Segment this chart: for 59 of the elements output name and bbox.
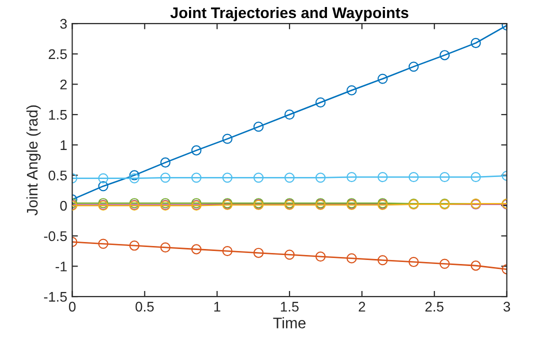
point [253, 248, 264, 258]
point [98, 173, 108, 184]
point [470, 260, 481, 271]
x-tick-label: 2.5 [425, 302, 444, 312]
y-tick-label: 2.5 [48, 49, 67, 60]
y-tick-label: 0.5 [48, 170, 67, 180]
y-tick-label: -1 [56, 262, 67, 272]
point [160, 172, 170, 183]
point [346, 85, 357, 96]
y-tick-label: -0.5 [44, 231, 67, 242]
y-axis-title: Joint Angle (rad) [26, 105, 41, 216]
point [284, 110, 295, 120]
point [222, 246, 232, 256]
y-tick-label: 1 [60, 140, 67, 150]
x-tick-label: 1 [214, 302, 220, 312]
point [408, 172, 419, 182]
y-tick-label: 3 [60, 18, 67, 29]
point [160, 242, 170, 252]
chart-title: Joint Trajectories and Waypoints [170, 6, 408, 22]
point [253, 122, 264, 132]
point [378, 172, 388, 182]
point [98, 238, 108, 249]
y-tick-label: -1.5 [44, 292, 67, 302]
point [315, 172, 326, 183]
y-tick-label: 0 [60, 200, 67, 211]
point [129, 240, 140, 251]
y-tick-label: 1.5 [49, 110, 67, 120]
point [129, 173, 140, 184]
point [253, 172, 264, 183]
point [440, 50, 450, 60]
x-tick-label: 1.5 [280, 302, 299, 312]
y-tick-label: 2 [60, 80, 67, 90]
x-tick-label: 3 [503, 302, 510, 312]
point [346, 253, 357, 264]
point [378, 255, 388, 266]
point [408, 256, 419, 268]
point [191, 172, 202, 183]
x-tick-label: 0.5 [136, 302, 154, 312]
point [440, 258, 450, 269]
point [191, 145, 202, 156]
point [284, 250, 295, 260]
point [470, 38, 481, 48]
point [346, 172, 357, 182]
point [408, 62, 419, 72]
x-tick-label: 2 [358, 302, 366, 312]
x-axis-title: Time [273, 317, 306, 328]
point [98, 181, 108, 192]
point [222, 172, 232, 183]
point [315, 251, 326, 262]
point [440, 172, 450, 182]
point [129, 170, 140, 180]
point [160, 157, 170, 168]
point [222, 134, 232, 144]
x-tick-label: 0 [68, 302, 76, 312]
point [315, 97, 326, 108]
point [378, 74, 388, 84]
point [284, 172, 295, 183]
point [470, 172, 481, 182]
point [191, 244, 202, 254]
